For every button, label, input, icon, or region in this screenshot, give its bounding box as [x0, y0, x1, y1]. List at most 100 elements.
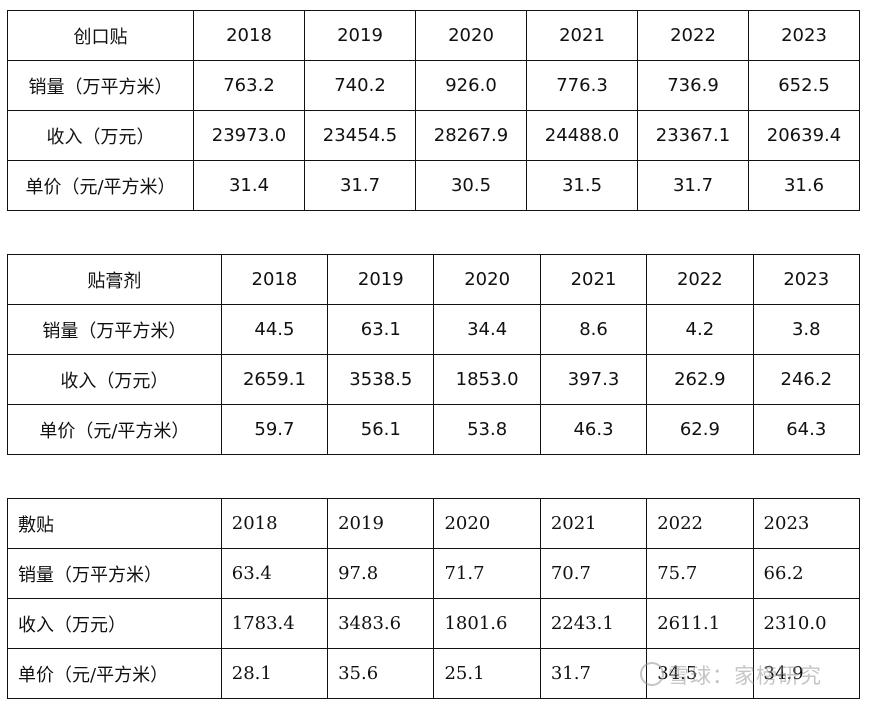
- header-row: 贴膏剂 2018 2019 2020 2021 2022 2023: [7, 254, 861, 305]
- value-cell: 63.1: [327, 304, 435, 355]
- year-cell: 2023: [752, 498, 861, 549]
- value-cell: 56.1: [327, 404, 435, 455]
- year-cell: 2019: [327, 498, 435, 549]
- year-cell: 2022: [637, 10, 749, 61]
- value-cell: 4.2: [646, 304, 754, 355]
- year-cell: 2021: [539, 254, 648, 305]
- value-cell: 2243.1: [539, 598, 648, 649]
- table-row: 销量（万平方米） 63.4 97.8 71.7 70.7 75.7 66.2: [7, 548, 861, 599]
- table-row: 单价（元/平方米） 31.4 31.7 30.5 31.5 31.7 31.6: [7, 160, 860, 211]
- row-label: 单价（元/平方米）: [7, 160, 194, 211]
- value-cell: 70.7: [539, 548, 648, 599]
- row-label: 收入（万元）: [7, 598, 222, 649]
- value-cell: 31.7: [304, 160, 416, 211]
- header-row: 创口贴 2018 2019 2020 2021 2022 2023: [7, 10, 860, 61]
- table-row: 收入（万元） 1783.4 3483.6 1801.6 2243.1 2611.…: [7, 598, 861, 649]
- year-cell: 2019: [327, 254, 435, 305]
- value-cell: 34.4: [433, 304, 541, 355]
- value-cell: 3483.6: [327, 598, 435, 649]
- value-cell: 28.1: [220, 648, 329, 699]
- table-row: 销量（万平方米） 44.5 63.1 34.4 8.6 4.2 3.8: [7, 304, 861, 355]
- value-cell: 23973.0: [193, 110, 305, 161]
- table-futie: 敷贴 2018 2019 2020 2021 2022 2023 销量（万平方米…: [7, 498, 861, 699]
- value-cell: 64.3: [752, 404, 861, 455]
- value-cell: 31.5: [526, 160, 638, 211]
- value-cell: 23454.5: [304, 110, 416, 161]
- watermark-text: 雪球：家榜研究: [668, 664, 822, 688]
- value-cell: 28267.9: [415, 110, 527, 161]
- value-cell: 736.9: [637, 60, 749, 111]
- snowball-logo-icon: [640, 662, 664, 686]
- header-row: 敷贴 2018 2019 2020 2021 2022 2023: [7, 498, 861, 549]
- value-cell: 63.4: [220, 548, 329, 599]
- value-cell: 35.6: [327, 648, 435, 699]
- value-cell: 1801.6: [433, 598, 541, 649]
- table-row: 单价（元/平方米） 28.1 35.6 25.1 31.7 34.5 34.9: [7, 648, 861, 699]
- year-cell: 2021: [539, 498, 648, 549]
- row-label: 销量（万平方米）: [7, 60, 194, 111]
- year-cell: 2019: [304, 10, 416, 61]
- table-name: 贴膏剂: [7, 254, 222, 305]
- value-cell: 397.3: [539, 354, 648, 405]
- row-label: 收入（万元）: [7, 354, 222, 405]
- value-cell: 246.2: [752, 354, 861, 405]
- value-cell: 75.7: [646, 548, 754, 599]
- value-cell: 23367.1: [637, 110, 749, 161]
- value-cell: 31.4: [193, 160, 305, 211]
- row-label: 销量（万平方米）: [7, 304, 222, 355]
- value-cell: 1853.0: [433, 354, 541, 405]
- value-cell: 20639.4: [748, 110, 860, 161]
- watermark: 雪球：家榜研究: [640, 660, 822, 690]
- value-cell: 926.0: [415, 60, 527, 111]
- value-cell: 8.6: [539, 304, 648, 355]
- value-cell: 763.2: [193, 60, 305, 111]
- year-cell: 2023: [748, 10, 860, 61]
- value-cell: 740.2: [304, 60, 416, 111]
- value-cell: 71.7: [433, 548, 541, 599]
- year-cell: 2018: [193, 10, 305, 61]
- value-cell: 652.5: [748, 60, 860, 111]
- value-cell: 2659.1: [220, 354, 329, 405]
- value-cell: 59.7: [220, 404, 329, 455]
- value-cell: 66.2: [752, 548, 861, 599]
- year-cell: 2018: [220, 254, 329, 305]
- value-cell: 62.9: [646, 404, 754, 455]
- row-label: 单价（元/平方米）: [7, 404, 222, 455]
- value-cell: 1783.4: [220, 598, 329, 649]
- value-cell: 25.1: [433, 648, 541, 699]
- value-cell: 2310.0: [752, 598, 861, 649]
- value-cell: 2611.1: [646, 598, 754, 649]
- row-label: 单价（元/平方米）: [7, 648, 222, 699]
- table-chuangkoutie: 创口贴 2018 2019 2020 2021 2022 2023 销量（万平方…: [7, 10, 860, 211]
- table-row: 收入（万元） 23973.0 23454.5 28267.9 24488.0 2…: [7, 110, 860, 161]
- value-cell: 31.7: [637, 160, 749, 211]
- table-row: 收入（万元） 2659.1 3538.5 1853.0 397.3 262.9 …: [7, 354, 861, 405]
- value-cell: 44.5: [220, 304, 329, 355]
- table-name: 创口贴: [7, 10, 194, 61]
- year-cell: 2020: [433, 254, 541, 305]
- value-cell: 34.9: [752, 648, 861, 699]
- row-label: 销量（万平方米）: [7, 548, 222, 599]
- value-cell: 34.5: [646, 648, 754, 699]
- year-cell: 2021: [526, 10, 638, 61]
- row-label: 收入（万元）: [7, 110, 194, 161]
- value-cell: 31.7: [539, 648, 648, 699]
- year-cell: 2020: [433, 498, 541, 549]
- table-tiegaoji: 贴膏剂 2018 2019 2020 2021 2022 2023 销量（万平方…: [7, 254, 861, 455]
- year-cell: 2020: [415, 10, 527, 61]
- value-cell: 776.3: [526, 60, 638, 111]
- value-cell: 30.5: [415, 160, 527, 211]
- value-cell: 24488.0: [526, 110, 638, 161]
- table-row: 单价（元/平方米） 59.7 56.1 53.8 46.3 62.9 64.3: [7, 404, 861, 455]
- value-cell: 53.8: [433, 404, 541, 455]
- year-cell: 2022: [646, 254, 754, 305]
- year-cell: 2018: [220, 498, 329, 549]
- value-cell: 3538.5: [327, 354, 435, 405]
- year-cell: 2023: [752, 254, 861, 305]
- value-cell: 3.8: [752, 304, 861, 355]
- value-cell: 97.8: [327, 548, 435, 599]
- table-row: 销量（万平方米） 763.2 740.2 926.0 776.3 736.9 6…: [7, 60, 860, 111]
- value-cell: 262.9: [646, 354, 754, 405]
- table-name: 敷贴: [7, 498, 222, 549]
- value-cell: 46.3: [539, 404, 648, 455]
